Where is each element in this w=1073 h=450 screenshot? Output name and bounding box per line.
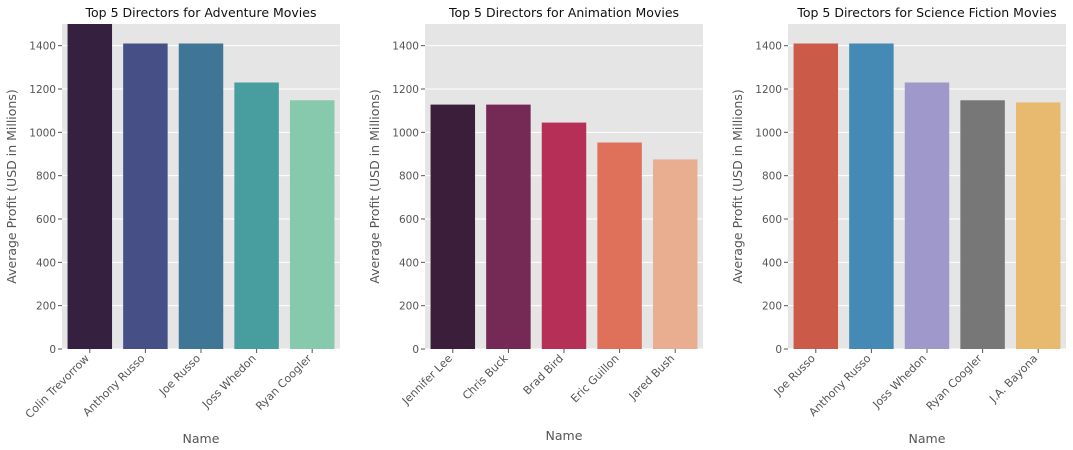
x-tick-label: Chris Buck	[460, 351, 511, 402]
x-axis-label: Name	[546, 428, 583, 443]
y-tick-label: 1200	[392, 84, 419, 96]
x-tick-label: Ryan Coogler	[924, 352, 985, 413]
y-tick-label: 200	[762, 301, 782, 313]
x-tick-label: Jennifer Lee	[399, 352, 455, 408]
y-tick-label: 200	[399, 301, 419, 313]
y-tick-label: 1000	[29, 127, 56, 139]
chart-title: Top 5 Directors for Adventure Movies	[85, 5, 317, 20]
y-tick-label: 1400	[29, 41, 56, 53]
y-axis-label: Average Profit (USD in Millions)	[4, 89, 19, 283]
bar-ryan-coogler	[960, 100, 1005, 350]
y-tick-label: 0	[412, 344, 419, 356]
y-tick-label: 0	[49, 344, 56, 356]
y-tick-label: 0	[775, 344, 782, 356]
x-tick-label: J.A. Bayona	[986, 352, 1040, 406]
bar-joss-whedon	[234, 82, 279, 349]
y-tick-label: 400	[399, 257, 419, 269]
x-tick-label: Eric Guillon	[568, 352, 621, 405]
bar-ryan-coogler	[289, 100, 335, 350]
bar-brad-bird	[541, 122, 587, 349]
bar-joe-russo	[793, 43, 839, 349]
y-tick-label: 200	[36, 301, 56, 313]
y-tick-label: 1200	[755, 84, 782, 96]
y-tick-label: 1000	[755, 127, 782, 139]
y-tick-label: 800	[36, 171, 56, 183]
y-tick-label: 800	[399, 171, 419, 183]
y-tick-label: 1200	[29, 84, 56, 96]
bar-colin-trevorrow	[67, 24, 113, 349]
x-tick-label: Joss Whedon	[870, 352, 930, 412]
chart-title: Top 5 Directors for Animation Movies	[448, 5, 679, 20]
bar-eric-guillon	[597, 142, 642, 349]
bar-chris-buck	[486, 104, 531, 349]
y-tick-label: 400	[36, 257, 56, 269]
chart-panel-2: 0 200 400 600 800 1000 1200 1400 Jennifer Lee Chr…	[367, 5, 703, 443]
x-tick-label: Jared Bush	[626, 352, 677, 403]
x-tick-label: Joe Russo	[771, 352, 818, 399]
x-tick-label: Joe Russo	[156, 352, 203, 399]
x-tick-label: Ryan Coogler	[253, 352, 314, 413]
y-tick-label: 1000	[392, 127, 419, 139]
y-axis-label: Average Profit (USD in Millions)	[367, 89, 382, 283]
y-axis-label: Average Profit (USD in Millions)	[730, 89, 745, 283]
y-tick-label: 1400	[392, 41, 419, 53]
bar-jared-bush	[652, 159, 698, 349]
x-axis-label: Name	[183, 431, 220, 446]
y-tick-label: 600	[36, 214, 56, 226]
y-tick-label: 600	[762, 214, 782, 226]
x-axis-label: Name	[909, 431, 946, 446]
bar-anthony-russo	[123, 43, 168, 349]
bar-joe-russo	[178, 43, 224, 349]
y-tick-label: 400	[762, 257, 782, 269]
y-tick-label: 800	[762, 171, 782, 183]
chart-title: Top 5 Directors for Science Fiction Movi…	[796, 5, 1056, 20]
bar-j-a-bayona	[1015, 102, 1061, 349]
y-tick-label: 600	[399, 214, 419, 226]
x-tick-label: Brad Bird	[521, 352, 566, 397]
x-tick-label: Joss Whedon	[199, 352, 259, 412]
bar-jennifer-lee	[430, 104, 476, 349]
bar-joss-whedon	[904, 82, 950, 349]
bar-anthony-russo	[849, 43, 894, 349]
y-tick-label: 1400	[755, 41, 782, 53]
